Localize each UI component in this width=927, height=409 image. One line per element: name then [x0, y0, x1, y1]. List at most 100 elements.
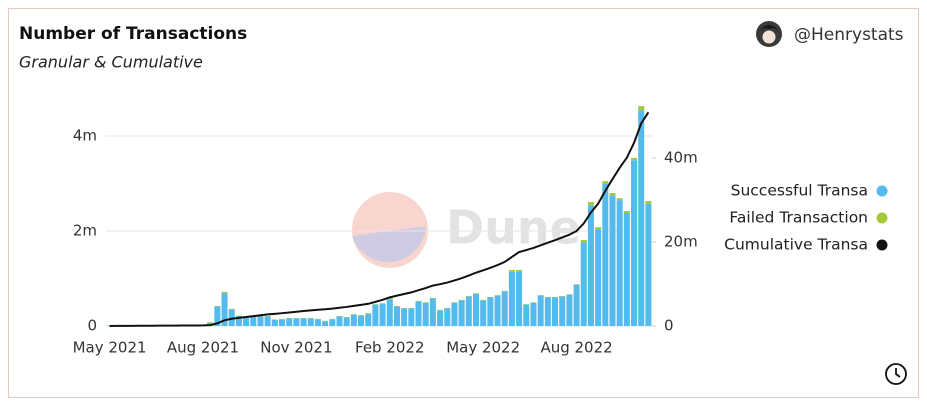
legend-marker: [876, 239, 888, 251]
bar-segment: [595, 229, 602, 326]
bar-segment: [480, 300, 487, 326]
bar-segment: [616, 198, 623, 201]
bar-segment: [228, 309, 235, 326]
bar-segment: [444, 308, 451, 326]
bar-segment: [408, 308, 415, 326]
bar-segment: [214, 306, 221, 326]
legend-marker: [876, 185, 888, 197]
bar-segment: [379, 303, 386, 326]
bar-segment: [487, 297, 494, 326]
watermark-logo-lower: [352, 226, 426, 262]
plot-area: [106, 106, 656, 327]
bar-segment: [609, 193, 616, 196]
bar-segment: [278, 319, 286, 326]
bar-segment: [429, 298, 436, 326]
bar-segment: [587, 202, 594, 206]
y2-tick-label: 0: [664, 317, 674, 335]
bar-segment: [401, 308, 408, 326]
y2-tick-label: 20m: [664, 233, 698, 251]
watermark-text: Dune: [446, 201, 581, 255]
bar-segment: [602, 183, 609, 326]
bar-segment: [508, 269, 515, 272]
bar-segment: [329, 319, 336, 326]
chart-title: Number of Transactions: [19, 24, 247, 44]
bar-segment: [609, 195, 616, 326]
bar-segment: [235, 316, 242, 326]
bar-segment: [494, 295, 501, 326]
bar-segment: [516, 269, 523, 272]
bar-segment: [300, 318, 307, 326]
bar-segment: [393, 306, 400, 326]
bar-segment: [458, 300, 465, 326]
bar-segment: [638, 110, 645, 326]
bar-segment: [580, 242, 587, 326]
bar-segment: [638, 106, 645, 111]
watermark: Dune: [352, 192, 581, 268]
x-tick-label: Feb 2022: [355, 339, 425, 357]
bar-segment: [221, 291, 228, 294]
avatar[interactable]: [756, 21, 782, 47]
y2-tick-label: 40m: [664, 149, 698, 167]
avatar-hair: [757, 25, 781, 34]
bar-segment: [602, 181, 609, 184]
bar-segment: [386, 297, 393, 300]
clock-icon[interactable]: [885, 363, 907, 385]
bar-segment: [350, 314, 357, 326]
x-tick-label: May 2022: [446, 339, 520, 357]
bar-segment: [623, 211, 630, 213]
bar-segment: [516, 271, 523, 326]
cumulative-line: [109, 111, 650, 327]
bar-segment: [566, 294, 573, 326]
bar-segment: [437, 310, 444, 326]
clock-hands: [895, 368, 901, 378]
bar-segment: [365, 313, 372, 326]
bar-segment: [501, 291, 508, 326]
bar-segment: [645, 203, 652, 326]
bar-segment: [537, 295, 544, 326]
bar-segment: [271, 319, 278, 326]
bar-segment: [465, 296, 472, 326]
bar-segment: [250, 316, 257, 326]
bar-segment: [580, 240, 587, 243]
bar-segment: [307, 318, 314, 326]
bar-segment: [472, 293, 480, 326]
y-tick-label: 4m: [73, 127, 97, 145]
bar-segment: [343, 317, 350, 326]
bar-segment: [358, 315, 365, 326]
bar-segment: [221, 293, 228, 326]
bar-segment: [559, 296, 566, 326]
bar-segment: [530, 302, 537, 326]
bar-segment: [372, 304, 379, 326]
bar-segment: [616, 200, 623, 326]
bar-segment: [243, 316, 250, 326]
author-handle[interactable]: @Henrystats: [794, 25, 904, 45]
bar-segment: [573, 284, 580, 326]
card-border: [8, 8, 919, 398]
bar-segment: [645, 201, 652, 204]
bar-segment: [523, 304, 530, 326]
x-tick-label: Nov 2021: [260, 339, 332, 357]
legend-label: Successful Transa: [731, 182, 868, 200]
bar-segment: [595, 227, 602, 230]
bar-segment: [551, 297, 559, 326]
bar-segment: [508, 271, 515, 326]
x-tick-label: Aug 2021: [167, 339, 239, 357]
x-tick-label: May 2021: [73, 339, 147, 357]
bar-segment: [631, 157, 638, 161]
legend-marker: [876, 212, 888, 224]
clock-face: [885, 363, 907, 385]
bar-segment: [257, 316, 264, 326]
y-tick-label: 0: [87, 317, 97, 335]
bar-segment: [587, 205, 594, 326]
bar-segment: [631, 160, 638, 326]
bar-segment: [322, 321, 329, 326]
bar-segment: [286, 318, 293, 326]
bar-segment: [451, 302, 458, 326]
bar-segment: [293, 318, 300, 326]
bar-segment: [422, 302, 429, 326]
y-tick-label: 2m: [73, 222, 97, 240]
x-tick-label: Aug 2022: [540, 339, 612, 357]
legend-label: Cumulative Transa: [724, 236, 868, 254]
bar-segment: [386, 299, 393, 326]
